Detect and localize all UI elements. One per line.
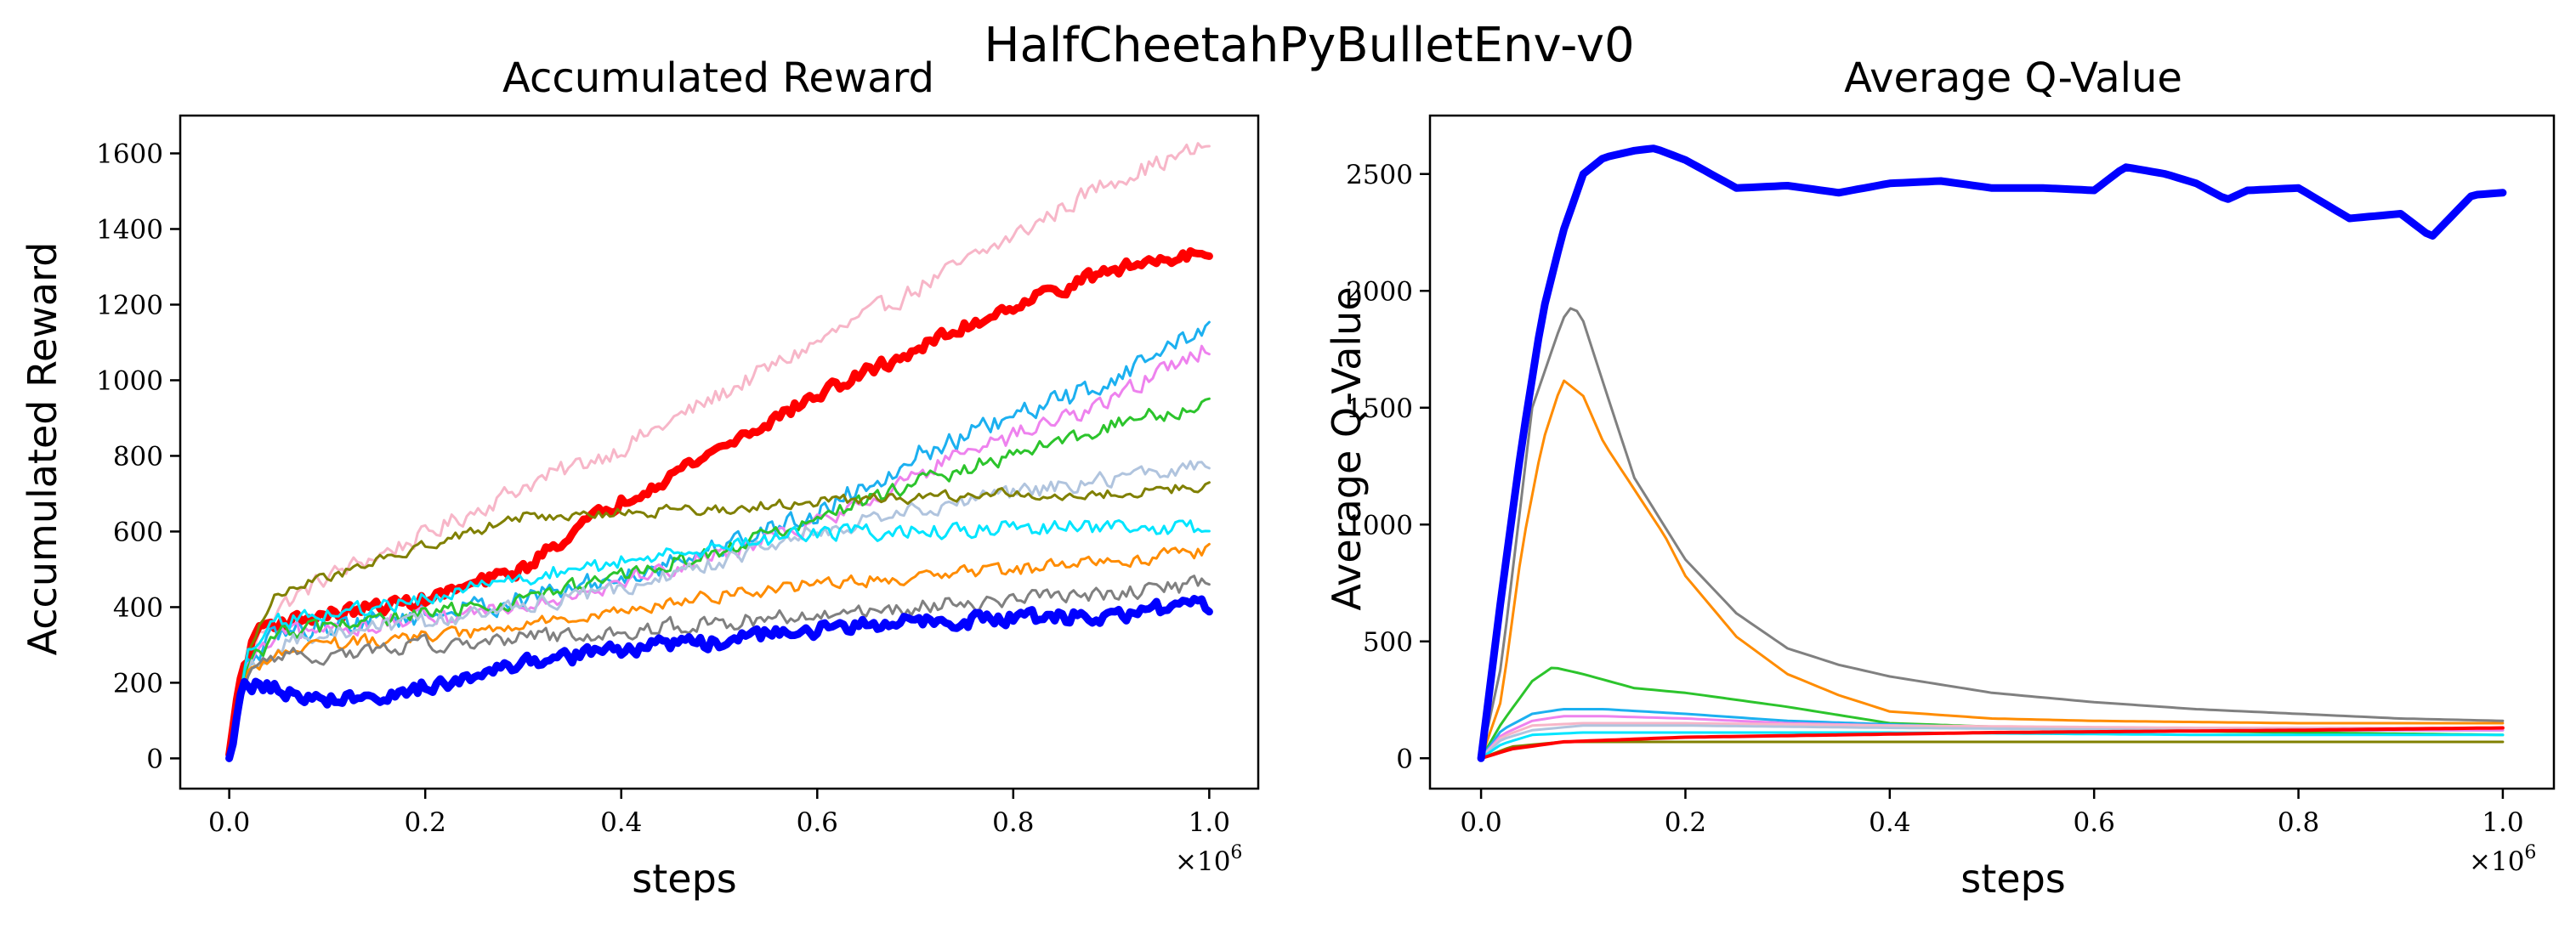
reward-y-axis-label: Accumulated Reward [20, 242, 65, 656]
q-value-series-limegreen [1479, 666, 2505, 760]
reward-x-tick-label: 0.6 [797, 807, 838, 838]
reward-series-olive [228, 481, 1211, 756]
reward-x-tick-label: 0.4 [600, 807, 642, 838]
q-value-series-gray [1479, 307, 2505, 760]
reward-plot-frame [179, 114, 1260, 790]
reward-x-axis-label: steps [632, 856, 736, 902]
figure-title: HalfCheetahPyBulletEnv-v0 [984, 18, 1634, 73]
reward-y-tick-label: 400 [113, 592, 163, 623]
q-value-series-olive [1479, 740, 2505, 760]
q-value-x-tick-label: 0.8 [2278, 807, 2319, 838]
q-value-x-tick-label: 0.2 [1665, 807, 1706, 838]
q-value-series-cyan [1479, 731, 2505, 760]
reward-y-tick-label: 1000 [96, 365, 163, 396]
reward-series-pink [228, 142, 1211, 756]
reward-chart-title: Accumulated Reward [502, 54, 934, 102]
q-value-series-pink [1479, 721, 2505, 760]
q-value-series-darkorange [1479, 379, 2505, 760]
q-value-y-tick-label: 2500 [1346, 160, 1413, 190]
q-value-x-tick-label: 0.6 [2074, 807, 2115, 838]
q-value-x-tick-label: 0.4 [1869, 807, 1910, 838]
reward-series-violet [228, 344, 1211, 756]
reward-x-tick-label: 0.2 [405, 807, 446, 838]
reward-x-tick-label: 1.0 [1189, 807, 1230, 838]
q-value-x-axis-label: steps [1960, 856, 2065, 902]
reward-x-tick-label: 0.8 [992, 807, 1034, 838]
reward-series-darkorange [228, 542, 1211, 756]
q-value-y-tick-label: 0 [1396, 744, 1413, 774]
q-value-y-tick-label: 1000 [1346, 510, 1413, 540]
reward-series-lightsteelblue [228, 460, 1211, 756]
reward-y-tick-label: 600 [113, 517, 163, 547]
reward-y-tick-label: 1400 [96, 214, 163, 245]
reward-x-multiplier: ×106 [1175, 842, 1242, 877]
reward-y-tick-label: 1200 [96, 290, 163, 320]
reward-y-tick-label: 1600 [96, 139, 163, 169]
q-value-series-blue [1477, 144, 2507, 762]
q-value-y-tick-label: 500 [1363, 627, 1413, 658]
reward-series-cyan [228, 519, 1211, 756]
reward-series-blue [225, 595, 1213, 762]
q-value-x-tick-label: 1.0 [2482, 807, 2523, 838]
accumulated-reward-chart: Accumulated Reward steps Accumulated Rew… [20, 54, 1260, 902]
reward-x-tick-label: 0.0 [208, 807, 250, 838]
reward-series-red [225, 246, 1213, 759]
average-q-value-chart: Average Q-Value steps Average Q-Value ×1… [1324, 54, 2556, 902]
reward-y-tick-label: 200 [113, 668, 163, 699]
q-value-y-tick-label: 2000 [1346, 276, 1413, 307]
q-value-x-multiplier: ×106 [2469, 842, 2536, 877]
q-value-x-tick-label: 0.0 [1460, 807, 1501, 838]
reward-y-tick-label: 800 [113, 441, 163, 472]
q-value-chart-title: Average Q-Value [1844, 54, 2182, 102]
q-value-y-axis-label: Average Q-Value [1324, 286, 1370, 610]
reward-series-limegreen [228, 397, 1211, 756]
q-value-plot-frame [1428, 114, 2556, 790]
reward-series-gray [228, 574, 1211, 756]
reward-y-tick-label: 0 [146, 744, 163, 774]
q-value-series-red [1479, 726, 2505, 761]
reward-series-deepskyblue [228, 320, 1211, 756]
q-value-y-tick-label: 1500 [1346, 393, 1413, 424]
